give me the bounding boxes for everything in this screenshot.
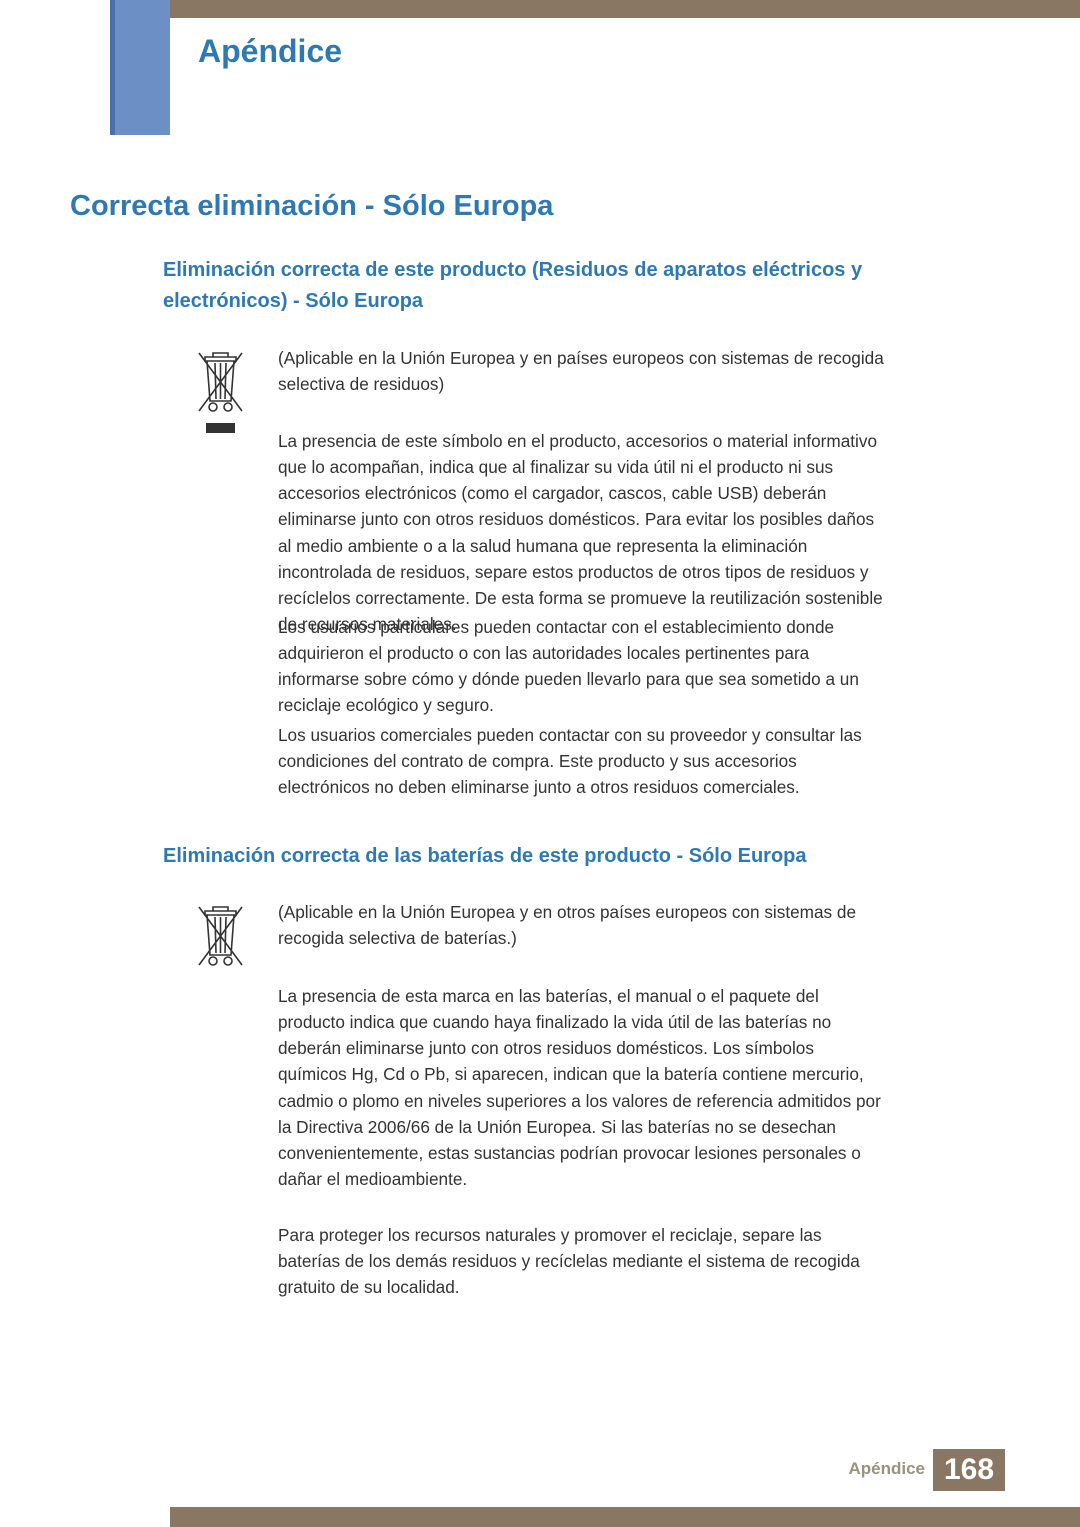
body-paragraph: La presencia de este símbolo en el produ… (278, 428, 886, 637)
section-title: Correcta eliminación - Sólo Europa (70, 190, 553, 223)
body-paragraph: (Aplicable en la Unión Europea y en país… (278, 345, 886, 397)
body-paragraph: (Aplicable en la Unión Europea y en otro… (278, 899, 886, 951)
subheading-battery-disposal: Eliminación correcta de las baterías de … (163, 841, 883, 872)
body-paragraph: Los usuarios comerciales pueden contacta… (278, 722, 886, 800)
body-paragraph: La presencia de esta marca en las baterí… (278, 983, 886, 1192)
weee-bin-icon (193, 345, 248, 445)
body-paragraph: Para proteger los recursos naturales y p… (278, 1222, 886, 1300)
weee-bin-icon (193, 899, 248, 984)
chapter-title: Apéndice (198, 33, 342, 70)
subheading-product-disposal: Eliminación correcta de este producto (R… (163, 255, 883, 317)
top-accent-bar (170, 0, 1080, 18)
footer-chapter-label: Apéndice (848, 1459, 925, 1479)
bottom-accent-bar (170, 1507, 1080, 1527)
body-paragraph: Los usuarios particulares pueden contact… (278, 614, 886, 719)
chapter-tab (110, 0, 170, 135)
page-number: 168 (933, 1449, 1005, 1491)
